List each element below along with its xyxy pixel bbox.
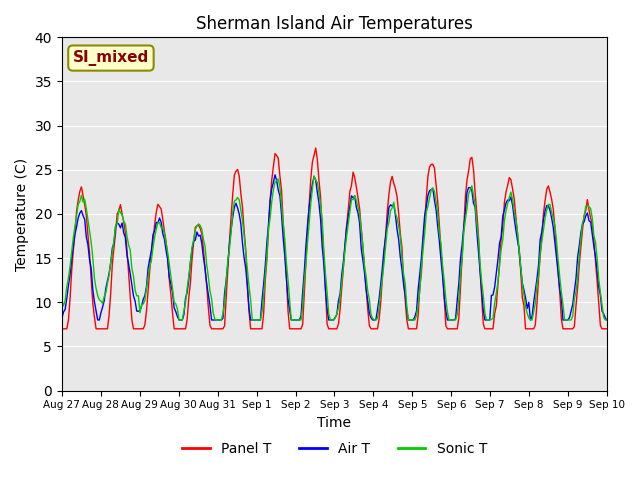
Sonic T (234, 194, 241, 200)
Sonic T (130, 273, 138, 279)
Air T (58, 315, 66, 321)
Line: Sonic T: Sonic T (62, 176, 640, 320)
Air T (94, 317, 102, 323)
Panel T (252, 326, 259, 332)
X-axis label: Time: Time (317, 416, 351, 430)
Line: Air T: Air T (62, 175, 640, 320)
Sonic T (175, 317, 183, 323)
Panel T (130, 326, 138, 332)
Legend: Panel T, Air T, Sonic T: Panel T, Air T, Sonic T (177, 436, 493, 461)
Panel T (232, 168, 240, 174)
Sonic T (253, 317, 261, 323)
Air T (271, 172, 279, 178)
Line: Panel T: Panel T (62, 148, 640, 329)
Panel T (312, 145, 319, 151)
Text: SI_mixed: SI_mixed (73, 50, 149, 66)
Y-axis label: Temperature (C): Temperature (C) (15, 157, 29, 271)
Title: Sherman Island Air Temperatures: Sherman Island Air Temperatures (196, 15, 473, 33)
Sonic T (58, 299, 66, 304)
Air T (131, 298, 139, 304)
Air T (253, 317, 261, 323)
Sonic T (613, 285, 621, 290)
Air T (613, 264, 621, 270)
Sonic T (310, 173, 318, 179)
Panel T (611, 303, 619, 309)
Sonic T (317, 202, 324, 208)
Air T (317, 216, 324, 222)
Panel T (58, 326, 66, 332)
Air T (234, 205, 241, 211)
Panel T (261, 278, 269, 284)
Panel T (315, 177, 323, 182)
Sonic T (263, 252, 271, 258)
Air T (263, 240, 271, 246)
